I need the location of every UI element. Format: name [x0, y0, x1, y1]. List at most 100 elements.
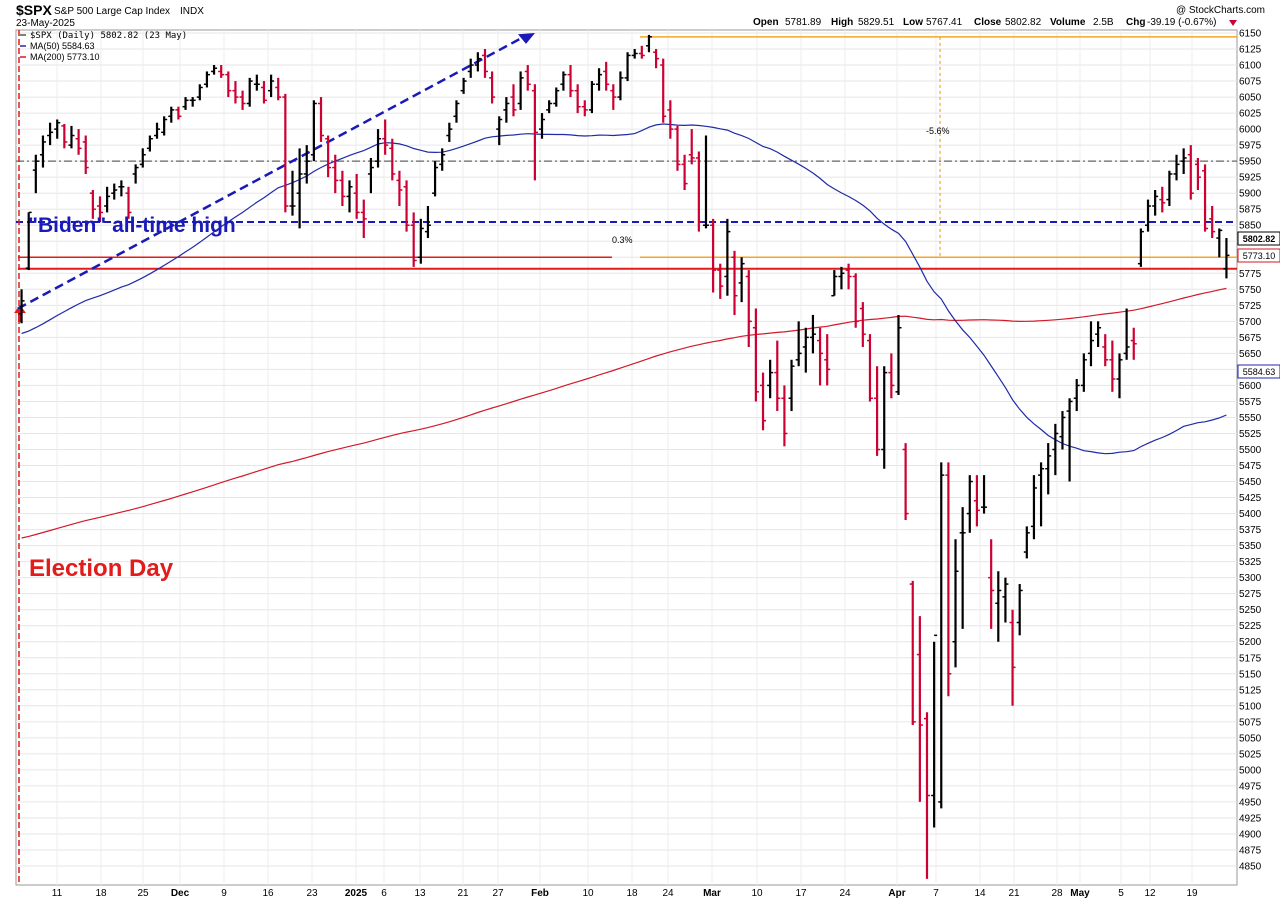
- x-tick-label: 6: [381, 888, 387, 899]
- ohlc-bar: [225, 71, 232, 98]
- x-tick-label: 24: [662, 888, 674, 899]
- ohlc-bar: [260, 81, 267, 104]
- y-tick-label: 5075: [1239, 717, 1262, 728]
- chg-value: -39.19 (-0.67%): [1147, 17, 1216, 28]
- ohlc-bar: [82, 135, 89, 174]
- ohlc-bar: [182, 97, 189, 110]
- x-tick-label: 13: [414, 888, 426, 899]
- ohlc-bar: [645, 34, 652, 53]
- ohlc-bar: [1059, 411, 1066, 450]
- ohlc-bar: [874, 366, 881, 456]
- ohlc-bar: [346, 180, 353, 213]
- y-tick-label: 5975: [1239, 141, 1262, 152]
- ohlc-bar: [289, 170, 296, 216]
- x-tick-label: 27: [492, 888, 504, 899]
- ohlc-bar: [1052, 423, 1059, 476]
- ohlc-bar: [1180, 148, 1187, 174]
- y-tick-label: 5450: [1239, 477, 1262, 488]
- ohlc-readout: Open 5781.89 High 5829.51 Low 5767.41 Cl…: [753, 17, 1237, 28]
- ohlc-bar: [774, 340, 781, 412]
- y-tick-label: 5275: [1239, 589, 1262, 600]
- ohlc-bar: [489, 71, 496, 104]
- ohlc-bar: [196, 84, 203, 101]
- y-tick-label: 5350: [1239, 541, 1262, 552]
- ohlc-bar: [916, 616, 923, 802]
- ohlc-bar: [375, 129, 382, 168]
- x-tick-label: May: [1070, 888, 1090, 899]
- price-legend-text: $SPX (Daily) 5802.82 (23 May): [30, 31, 187, 41]
- x-tick-label: 16: [262, 888, 274, 899]
- ohlc-bar: [1123, 308, 1130, 360]
- ohlc-bar: [988, 539, 995, 629]
- ohlc-bar: [325, 135, 332, 178]
- y-tick-label: 5850: [1239, 221, 1262, 232]
- y-tick-label: 5650: [1239, 349, 1262, 360]
- ohlc-bar: [745, 270, 752, 347]
- x-tick-label: 21: [457, 888, 469, 899]
- x-tick-label: Mar: [703, 888, 721, 899]
- ohlc-bar: [218, 65, 225, 78]
- high-label: High: [831, 17, 853, 28]
- ohlc-bar: [367, 157, 374, 194]
- volume-label: Volume: [1050, 17, 1086, 28]
- copyright-text: @ StockCharts.com: [1176, 5, 1265, 16]
- ohlc-bar: [275, 77, 282, 101]
- ohlc-bar: [895, 314, 902, 396]
- ohlc-bar: [75, 129, 82, 155]
- ohlc-bar: [852, 273, 859, 328]
- ohlc-bar: [18, 289, 25, 324]
- ohlc-bar: [1209, 206, 1216, 239]
- ohlc-bar: [161, 116, 168, 136]
- ohlc-bar: [845, 263, 852, 290]
- ohlc-bar: [1095, 321, 1102, 347]
- trend-arrow-line: [17, 35, 526, 310]
- y-tick-label: 5475: [1239, 461, 1262, 472]
- ohlc-bar: [596, 68, 603, 91]
- ohlc-bar: [902, 443, 909, 520]
- y-tick-label: 5750: [1239, 285, 1262, 296]
- y-tick-label: 4875: [1239, 845, 1262, 856]
- ohlc-bar: [1016, 584, 1023, 636]
- y-tick-label: 6050: [1239, 93, 1262, 104]
- down-triangle-icon: [1229, 20, 1237, 26]
- ohlc-bar: [1159, 186, 1166, 213]
- ohlc-bar: [203, 71, 210, 88]
- ma200-path: [21, 287, 1227, 539]
- ohlc-bar: [146, 135, 153, 152]
- y-tick-label: 5900: [1239, 189, 1262, 200]
- ohlc-bar: [1023, 526, 1030, 559]
- open-value: 5781.89: [785, 17, 822, 28]
- ohlc-bar: [809, 314, 816, 354]
- ohlc-bar: [959, 507, 966, 629]
- ohlc-bar: [1066, 398, 1073, 482]
- ohlc-bar: [132, 164, 139, 184]
- x-tick-label: Apr: [888, 888, 905, 899]
- y-tick-label: 5300: [1239, 573, 1262, 584]
- low-value: 5767.41: [926, 17, 963, 28]
- ohlc-bar: [332, 154, 339, 194]
- ohlc-bar: [724, 218, 731, 296]
- y-tick-label: 5925: [1239, 173, 1262, 184]
- ohlc-bar: [54, 119, 61, 139]
- ohlc-bar: [695, 151, 702, 232]
- y-tick-label: 4950: [1239, 797, 1262, 808]
- ohlc-bar: [546, 100, 553, 114]
- ohlc-bar: [952, 539, 959, 668]
- exchange-label: INDX: [180, 6, 204, 17]
- ohlc-bar: [909, 580, 916, 726]
- ohlc-bar: [1030, 475, 1037, 540]
- ohlc-bar: [702, 135, 709, 229]
- ohlc-bar: [539, 113, 546, 139]
- election-day-annotation: Election Day: [29, 555, 174, 582]
- low-label: Low: [903, 17, 923, 28]
- x-tick-label: 18: [95, 888, 107, 899]
- y-tick-label: 5950: [1239, 157, 1262, 168]
- drawdown-percent-label: -5.6%: [926, 126, 950, 136]
- high-value: 5829.51: [858, 17, 895, 28]
- y-tick-label: 5875: [1239, 205, 1262, 216]
- ohlc-bar: [610, 84, 617, 110]
- ohlc-bar: [175, 106, 182, 120]
- ohlc-bar: [838, 266, 845, 290]
- ohlc-bar: [232, 81, 239, 104]
- svg-text:5773.10: 5773.10: [1243, 251, 1276, 261]
